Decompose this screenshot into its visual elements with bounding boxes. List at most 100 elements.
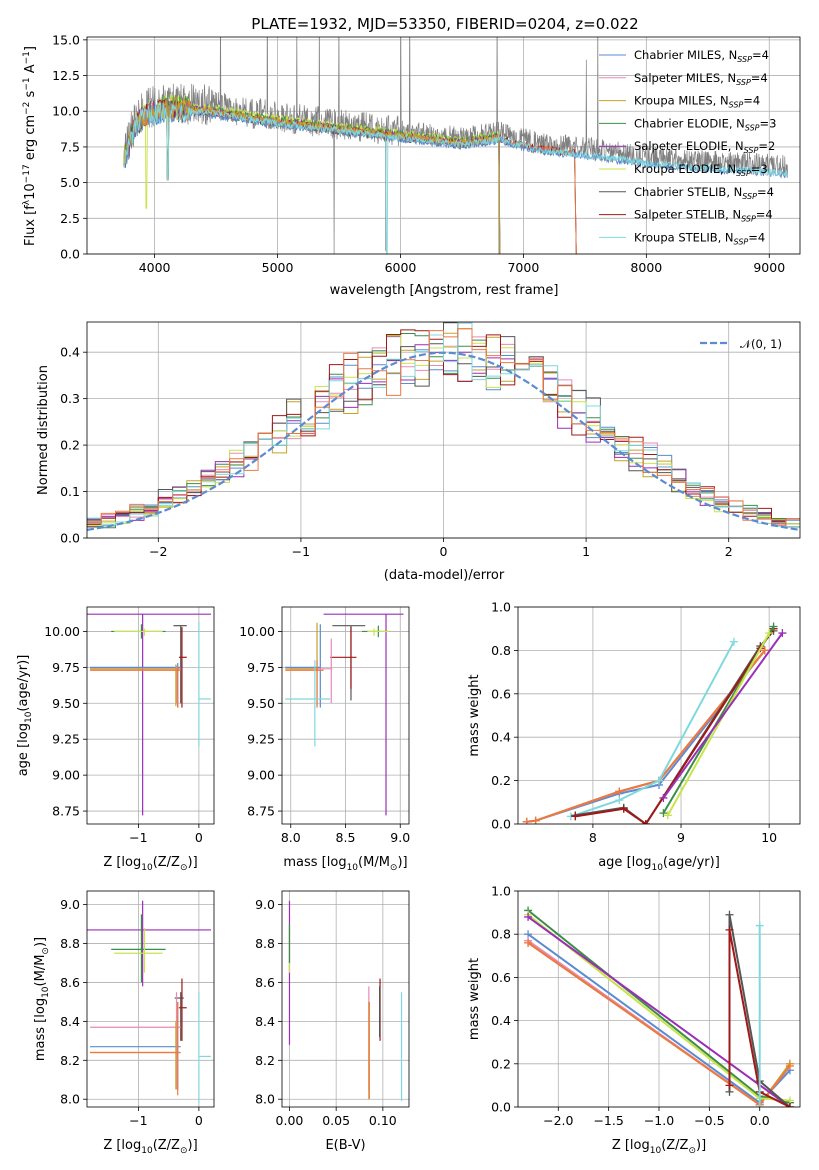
x-tick-label: 9 <box>677 830 685 845</box>
axes-frame <box>281 890 410 1108</box>
y-axis-label-part: A <box>23 64 38 77</box>
legend-name: Salpeter ELODIE, N <box>634 139 744 153</box>
hist-orange <box>87 328 800 526</box>
x-tick-label: 8000 <box>630 260 662 275</box>
legend-sub: SSP <box>736 169 751 178</box>
series-kroupa-elodie <box>663 629 774 820</box>
data-point <box>725 910 734 919</box>
x-tick-label: −1 <box>292 544 310 559</box>
y-tick-label: 9.50 <box>52 696 80 711</box>
axes-age_vs_mass: 8.0 8.5 9.0 8.75 9.00 9.25 9.50 9.75 10.00 <box>239 606 410 845</box>
panel-residuals: −2 −1 0 1 2 0.0 0.1 0.2 0.3 0.4 𝒩(0, 1) (data-model… <box>36 321 801 583</box>
series-salpeter-miles <box>522 646 769 824</box>
y-tick-label: 0.2 <box>491 773 511 788</box>
y-axis-label: mass weight <box>467 958 482 1040</box>
data-point <box>785 1061 794 1070</box>
grid-mass_vs_Z <box>87 891 214 1107</box>
legend-sub: SSP <box>742 192 757 201</box>
panel-age_vs_mass: 8.0 8.5 9.0 8.75 9.00 9.25 9.50 9.75 10.00 mass [… <box>239 606 410 873</box>
x-tick-label: 8.5 <box>336 830 356 845</box>
x-axis-label-part: 10 <box>141 863 153 873</box>
legend-entry: Chabrier ELODIE, NSSP=3 <box>634 116 776 132</box>
data-point <box>769 622 778 631</box>
hist-kroupa-stelib <box>87 322 800 528</box>
data-point <box>785 1103 794 1107</box>
y-tick-label: 0.4 <box>60 345 80 360</box>
y-tick-label: 0.3 <box>60 391 80 406</box>
y-tick-label: 9.25 <box>52 732 80 747</box>
series-line <box>526 649 766 823</box>
errorbar-orange <box>90 667 181 708</box>
x-tick-label: 0.10 <box>369 1113 397 1128</box>
x-tick-label: 0 <box>195 830 203 845</box>
legend-sub: SSP <box>745 123 760 132</box>
legend-n: =4 <box>748 230 765 244</box>
grid-weight_vs_age <box>518 606 800 825</box>
x-tick-label: 9.0 <box>390 830 410 845</box>
y-tick-label: 9.25 <box>247 732 275 747</box>
x-tick-label: 0.0 <box>750 1113 770 1128</box>
y-tick-label: 10.00 <box>44 624 80 639</box>
axes-weight_vs_age: 8 9 10 0.0 0.2 0.4 0.6 0.8 1.0 <box>491 600 801 845</box>
y-tick-label: 0.8 <box>491 927 511 942</box>
legend-entry: Salpeter STELIB, NSSP=4 <box>634 208 773 224</box>
errorbar-chabrier-stelib <box>332 625 366 701</box>
x-axis-label-part: age [log <box>598 855 651 870</box>
x-axis-label-part: (Z/Z <box>153 855 180 870</box>
y-tick-label: 8.8 <box>255 936 275 951</box>
y-axis-label-part: −2 <box>22 102 32 115</box>
legend-sub: SSP <box>744 146 759 155</box>
x-tick-label: −1.5 <box>593 1113 623 1128</box>
legend-name: Salpeter MILES, N <box>634 71 736 85</box>
y-axis-label-part: erg cm <box>23 115 38 164</box>
data-point <box>659 809 668 818</box>
x-axis-label-part: Z [log <box>612 1138 650 1153</box>
legend-entry: Chabrier MILES, NSSP=4 <box>634 48 769 64</box>
axes-frame <box>86 606 215 825</box>
y-axis-label: Flux [fλ10−17 erg cm−2 s−1 A−1] <box>22 46 38 246</box>
y-tick-label: 10.0 <box>52 104 80 119</box>
y-axis-label-part: −1 <box>22 51 32 64</box>
series-line <box>662 632 784 799</box>
legend-name: Chabrier STELIB, N <box>634 185 742 199</box>
x-axis-label-part: ⊙ <box>180 863 188 873</box>
model-kroupa-miles <box>123 96 501 254</box>
y-tick-label: 0.0 <box>491 1100 511 1115</box>
y-tick-label: 1.0 <box>491 600 511 615</box>
data-point <box>765 629 774 638</box>
errorbar-chabrier-stelib <box>173 625 187 704</box>
x-axis-label: E(B-V) <box>325 1138 365 1153</box>
y-tick-label: 9.00 <box>52 768 80 783</box>
y-axis-label-part: −17 <box>22 164 32 183</box>
y-tick-label: 7.5 <box>60 139 80 154</box>
errorbar-chabrier-miles <box>90 1001 181 1090</box>
x-axis-label-part: mass [log <box>283 855 346 870</box>
y-tick-label: 8.2 <box>255 1053 275 1068</box>
errorbar-salpeter-stelib <box>178 978 187 1041</box>
data-point <box>663 811 672 820</box>
legend-entry: Kroupa STELIB, NSSP=4 <box>634 230 765 246</box>
axes-frame <box>86 890 215 1108</box>
legend-name: Kroupa STELIB, N <box>634 230 734 244</box>
errorbar-chabrier-elodie <box>111 914 166 983</box>
legend-n: =3 <box>751 162 768 176</box>
y-axis-label: age [log10(age/yr)] <box>16 655 34 777</box>
model-kroupa-stelib <box>123 101 788 254</box>
x-axis-label-part: (Z/Z <box>153 1138 180 1153</box>
x-tick-label: −2.0 <box>543 1113 573 1128</box>
legend-sub: SSP <box>734 237 749 246</box>
legend-entry: Chabrier STELIB, NSSP=4 <box>634 185 774 201</box>
axes-spectrum: 4000 5000 6000 7000 8000 9000 0.0 2.5 5.0 7.5 10.0… <box>52 32 801 275</box>
y-tick-label: 12.5 <box>52 68 80 83</box>
data-point <box>615 787 624 796</box>
legend-n: =4 <box>752 48 769 62</box>
errorbar-kroupa-stelib <box>285 660 331 747</box>
grid-age_vs_mass <box>282 607 409 824</box>
y-tick-label: 8.4 <box>255 1014 275 1029</box>
series-line <box>526 649 766 823</box>
y-axis-label-part: s <box>23 90 38 101</box>
legend-sub: SSP <box>736 78 751 87</box>
x-axis-label-part: (M/M <box>358 855 390 870</box>
x-axis-label-part: )] <box>188 855 198 870</box>
